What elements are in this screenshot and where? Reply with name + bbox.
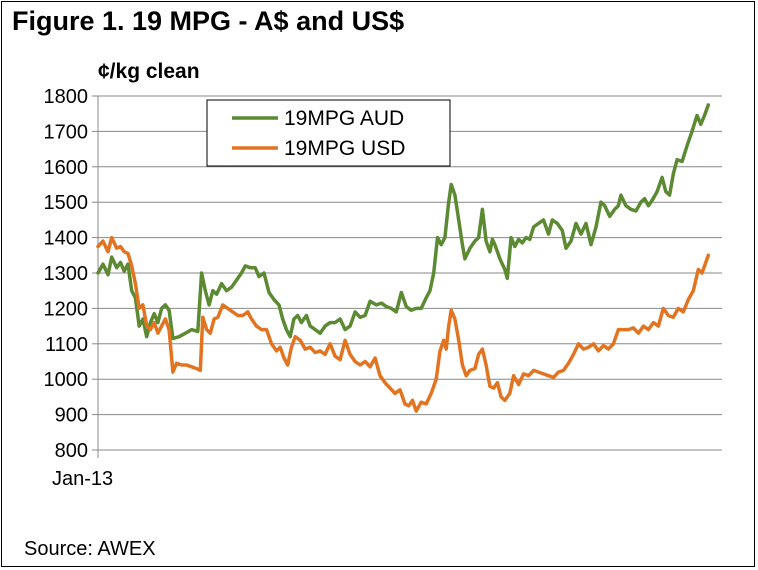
legend-label-aud: 19MPG AUD <box>284 107 404 130</box>
series-line-aud <box>96 103 711 341</box>
series-line-usd <box>96 235 711 413</box>
x-tick-label-0: Jan-13 <box>52 468 113 490</box>
chart-title: Figure 1. 19 MPG - A$ and US$ <box>12 6 405 36</box>
y-tick-label-1400: 1400 <box>44 228 89 250</box>
legend-box <box>206 99 451 167</box>
y-tick-label-1300: 1300 <box>44 263 89 285</box>
x-axis-ticks: Jan-13 <box>52 450 113 490</box>
y-tick-label-800: 800 <box>55 440 88 462</box>
y-tick-label-1800: 1800 <box>44 86 89 108</box>
y-tick-label-1500: 1500 <box>44 192 89 214</box>
y-tick-label-900: 900 <box>55 405 88 427</box>
legend-label-usd: 19MPG USD <box>284 137 405 160</box>
legend: 19MPG AUD 19MPG USD <box>206 99 451 167</box>
y-tick-label-1000: 1000 <box>44 369 89 391</box>
y-tick-label-1200: 1200 <box>44 298 89 320</box>
y-tick-label-1700: 1700 <box>44 121 89 143</box>
source-note: Source: AWEX <box>24 538 156 560</box>
y-tick-label-1100: 1100 <box>45 334 88 356</box>
y-axis-ticks: 800 900 1000 1100 1200 1300 1400 1500 1600 1700 18… <box>44 86 98 462</box>
y-tick-label-1600: 1600 <box>44 157 89 179</box>
y-axis-label: ¢/kg clean <box>98 60 200 83</box>
series-lines <box>96 103 711 413</box>
